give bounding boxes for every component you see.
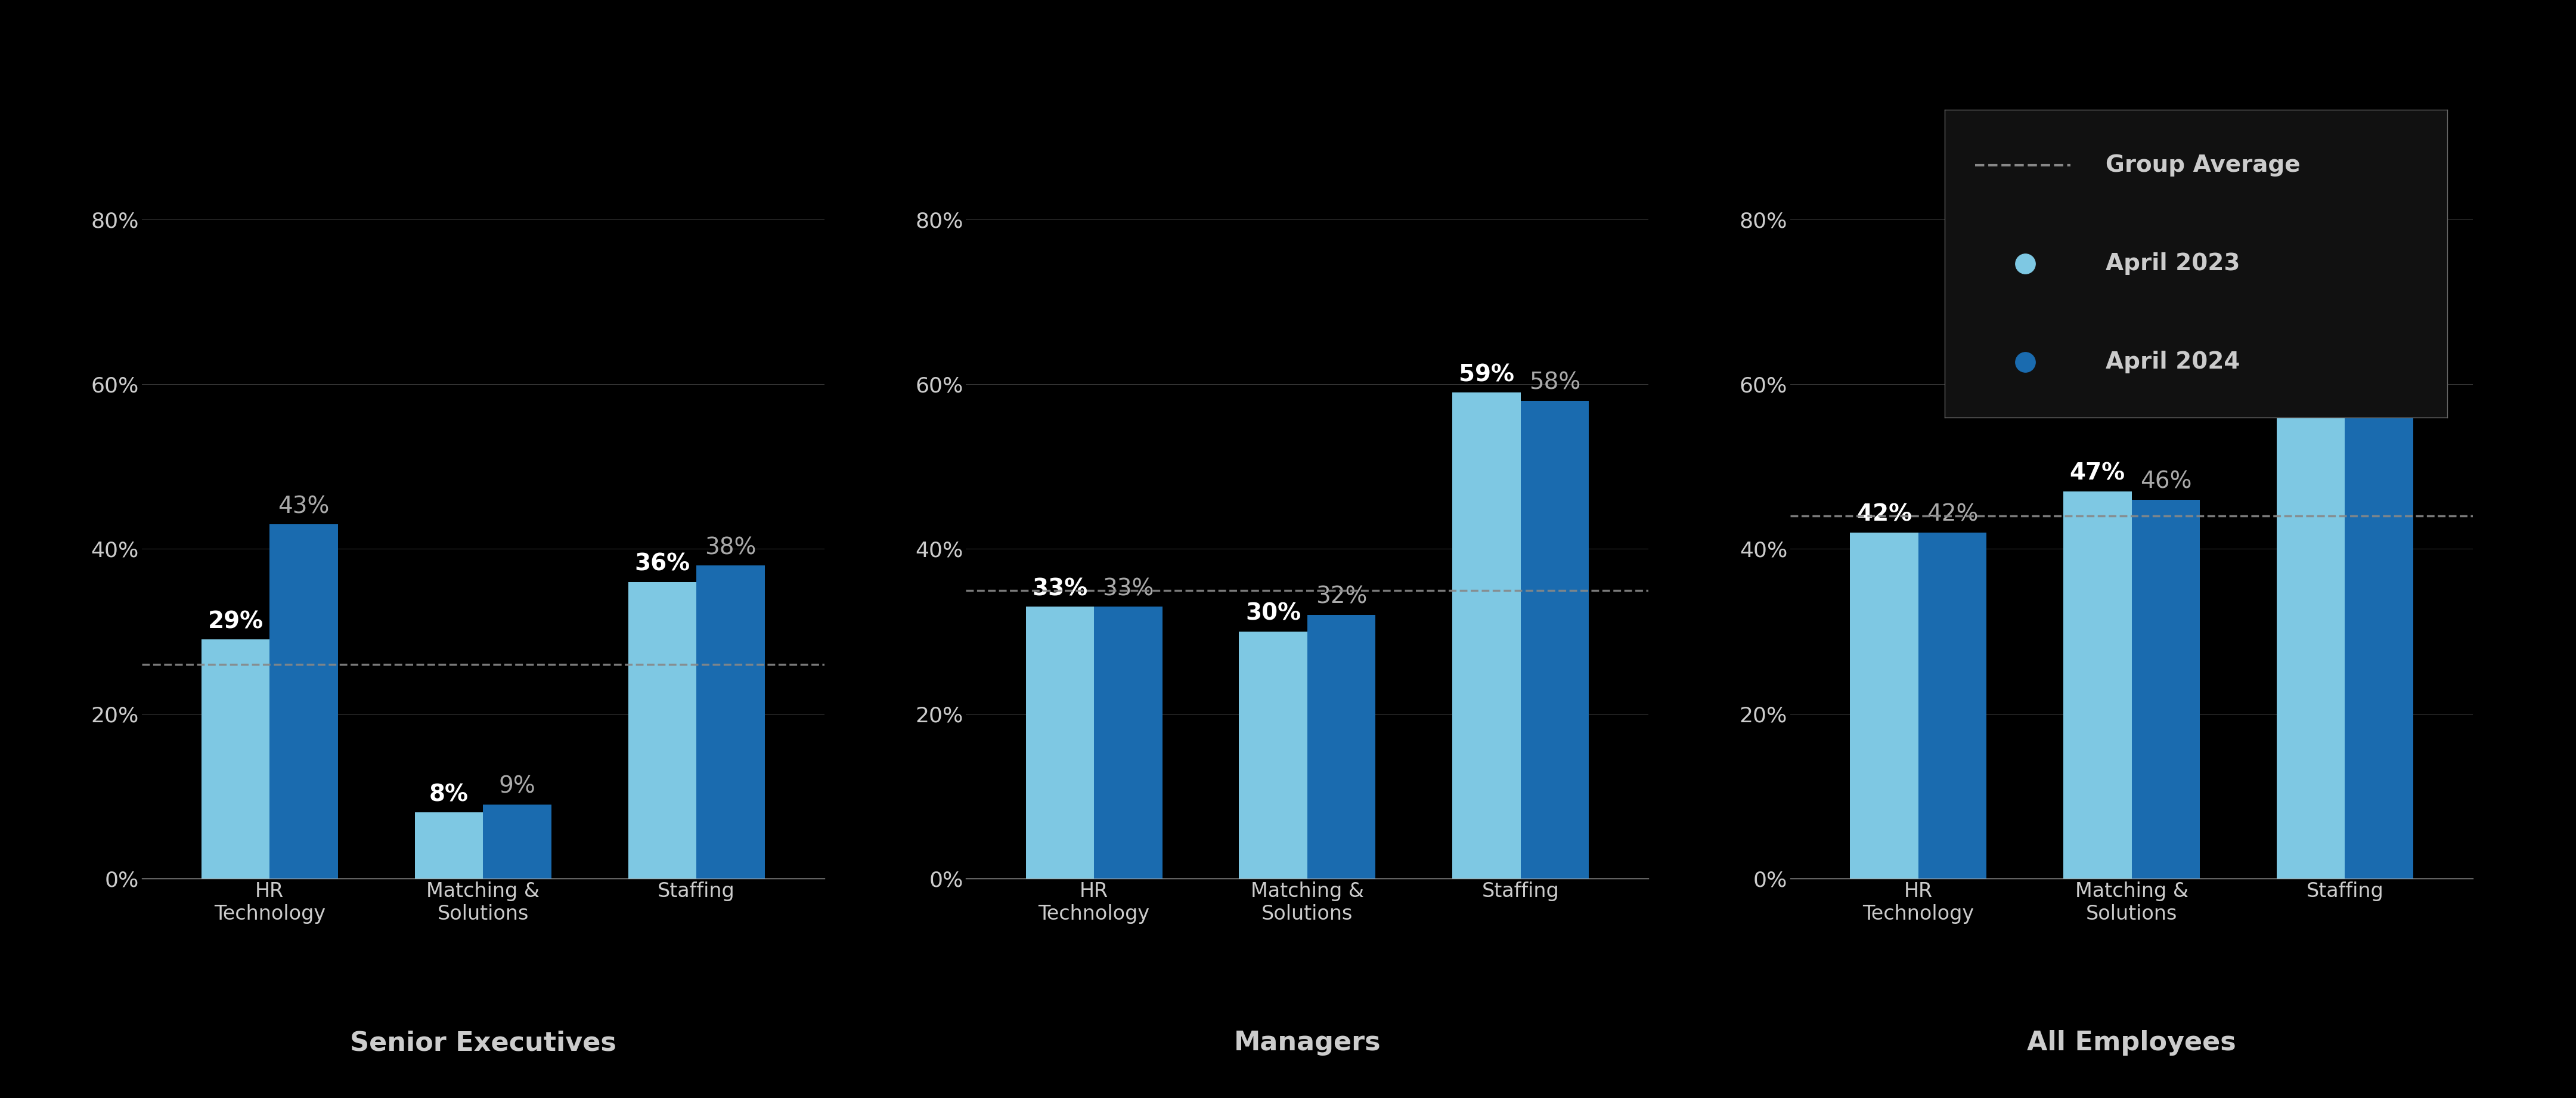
Text: 38%: 38%: [706, 536, 757, 559]
Bar: [1453, 392, 1520, 878]
Text: 46%: 46%: [2141, 470, 2192, 493]
Text: 33%: 33%: [1033, 578, 1087, 600]
Text: April 2023: April 2023: [2105, 253, 2241, 274]
Text: April 2024: April 2024: [2105, 350, 2241, 373]
Bar: [2277, 335, 2344, 878]
Text: 47%: 47%: [2069, 462, 2125, 484]
Bar: [696, 565, 765, 878]
Bar: [1025, 606, 1095, 878]
Bar: [1239, 631, 1306, 878]
Bar: [415, 813, 484, 878]
Text: 66%: 66%: [2282, 305, 2339, 328]
Bar: [1095, 606, 1162, 878]
Text: 66%: 66%: [2354, 305, 2406, 328]
Bar: [201, 639, 270, 878]
Text: Group Average: Group Average: [2105, 154, 2300, 177]
Bar: [1309, 615, 1376, 878]
Text: 9%: 9%: [500, 775, 536, 797]
Bar: [1520, 401, 1589, 878]
Text: 33%: 33%: [1103, 578, 1154, 600]
Bar: [1919, 533, 1986, 878]
Text: 42%: 42%: [1857, 503, 1911, 526]
Text: 30%: 30%: [1244, 602, 1301, 625]
Text: 43%: 43%: [278, 495, 330, 517]
Bar: [2063, 492, 2130, 878]
Text: 42%: 42%: [1927, 503, 1978, 526]
Bar: [484, 804, 551, 878]
Text: 58%: 58%: [1530, 371, 1582, 394]
Text: 8%: 8%: [430, 783, 469, 806]
Bar: [1850, 533, 1919, 878]
Text: All Employees: All Employees: [2027, 1030, 2236, 1056]
Bar: [270, 524, 337, 878]
Text: 29%: 29%: [209, 610, 263, 632]
Bar: [2130, 500, 2200, 878]
Text: Managers: Managers: [1234, 1030, 1381, 1056]
Bar: [2344, 335, 2414, 878]
Text: Senior Executives: Senior Executives: [350, 1030, 616, 1056]
Text: 32%: 32%: [1316, 585, 1368, 608]
Bar: [629, 582, 696, 878]
Text: 36%: 36%: [634, 552, 690, 575]
Text: 59%: 59%: [1458, 363, 1515, 386]
